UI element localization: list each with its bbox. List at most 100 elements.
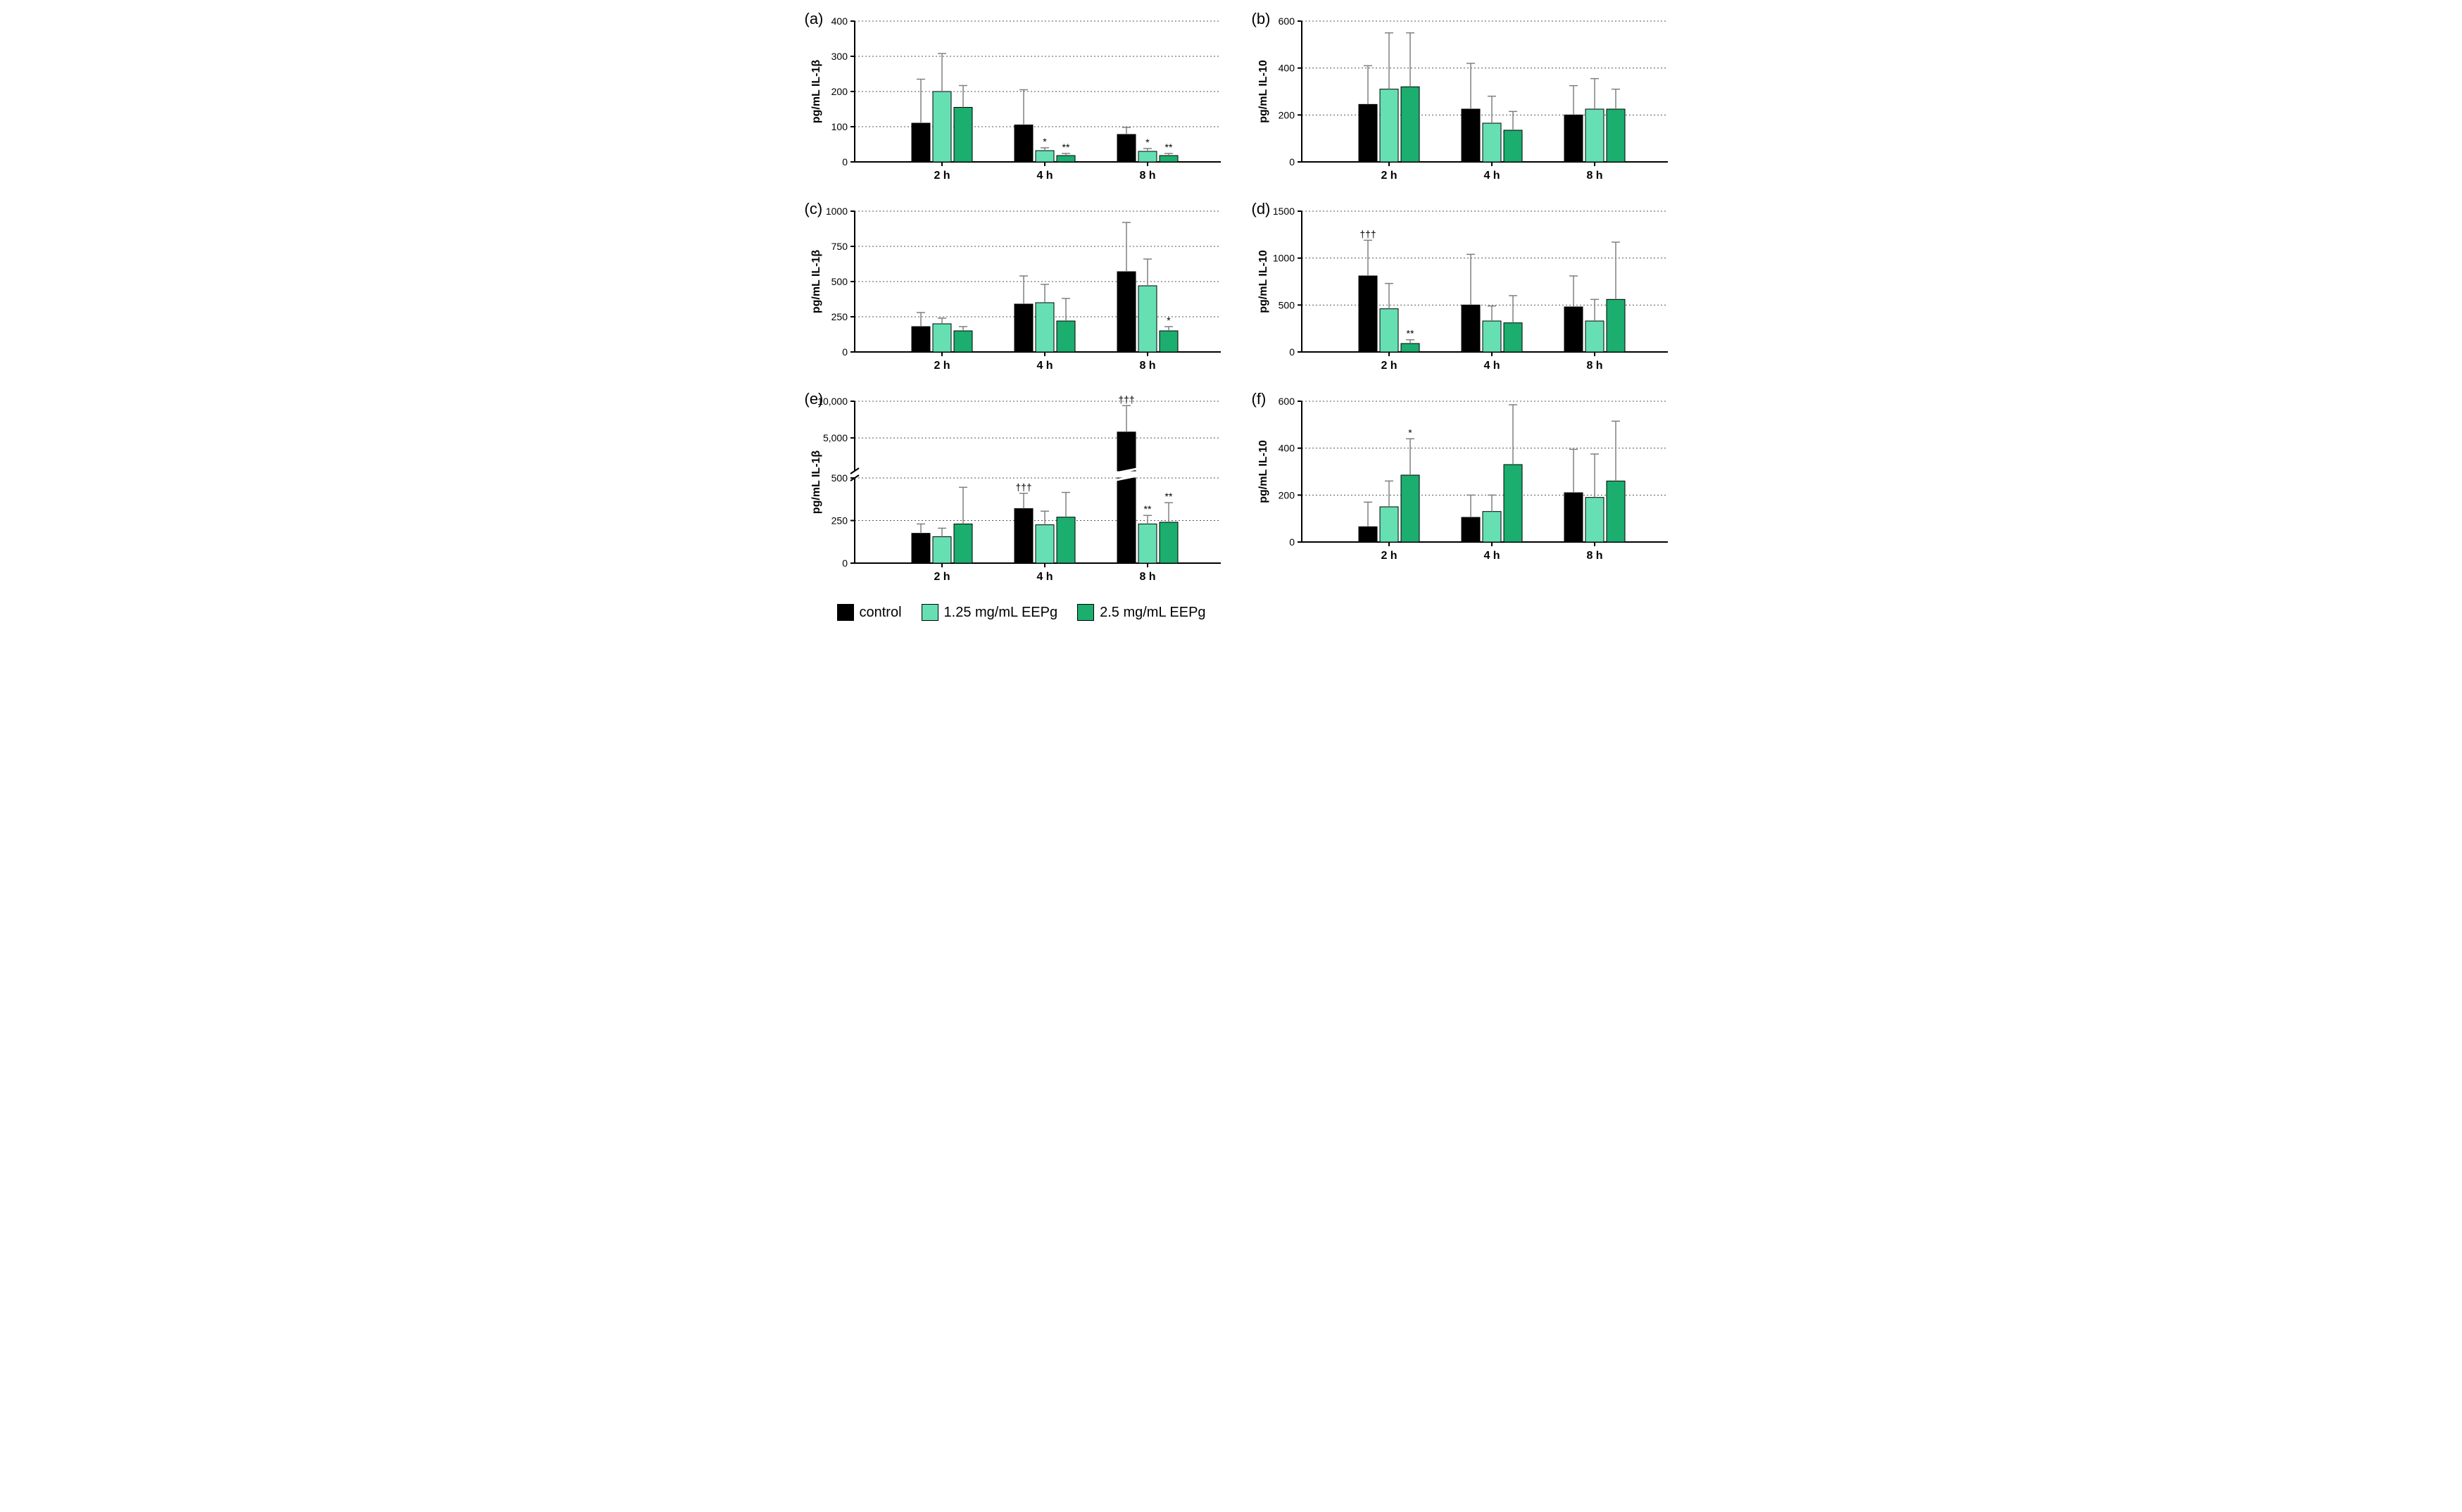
bar — [1015, 509, 1033, 563]
bar — [1117, 478, 1136, 563]
legend-item-dose1: 1.25 mg/mL EEPg — [922, 604, 1058, 621]
xtick-label: 2 h — [934, 571, 950, 583]
ytick-label: 0 — [1289, 536, 1295, 548]
xtick-label: 2 h — [1381, 360, 1397, 372]
panel-e: (e)02505005,00010,000pg/mL IL-1β2 h†††4 … — [809, 394, 1228, 591]
bar — [1462, 517, 1480, 542]
xtick-label: 8 h — [1139, 571, 1155, 583]
ytick-label: 600 — [1278, 396, 1295, 407]
ytick-label: 250 — [831, 311, 848, 322]
bar — [1504, 130, 1522, 162]
ytick-label: 600 — [1278, 15, 1295, 27]
ytick-label: 400 — [1278, 63, 1295, 74]
bar — [933, 92, 951, 162]
bar — [1585, 109, 1604, 162]
ytick-label: 0 — [842, 156, 848, 168]
xtick-label: 4 h — [1483, 550, 1500, 562]
ytick-label: 500 — [831, 472, 848, 484]
bar — [1564, 115, 1583, 162]
bar — [1117, 272, 1136, 352]
bar — [1607, 481, 1625, 542]
ytick-label: 200 — [831, 86, 848, 97]
bar — [1057, 156, 1075, 162]
significance-marker: ** — [1406, 328, 1414, 339]
xtick-label: 4 h — [1483, 360, 1500, 372]
bar — [1504, 465, 1522, 542]
ytick-label: 100 — [831, 121, 848, 132]
y-axis-label: pg/mL IL-1β — [810, 451, 822, 515]
chart-grid: (a)0100200300400pg/mL IL-1β2 h***4 h***8… — [809, 14, 1654, 591]
bar — [1117, 134, 1136, 162]
panel-label: (a) — [805, 10, 824, 28]
panel-label: (f) — [1252, 390, 1267, 408]
bar — [1380, 89, 1398, 162]
bar — [1138, 524, 1157, 563]
ytick-label: 750 — [831, 241, 848, 252]
bar — [1607, 299, 1625, 352]
ytick-label: 500 — [831, 276, 848, 287]
ytick-label: 200 — [1278, 489, 1295, 500]
bar — [954, 331, 972, 352]
bar — [912, 327, 930, 352]
bar — [1036, 525, 1054, 563]
bar — [1160, 522, 1178, 563]
significance-marker: * — [1145, 137, 1150, 148]
bar — [933, 536, 951, 563]
legend-label: control — [860, 605, 902, 621]
significance-marker: * — [1167, 315, 1171, 326]
ytick-label: 1000 — [825, 206, 847, 217]
bar — [1057, 321, 1075, 352]
bar — [933, 324, 951, 352]
bar — [1564, 307, 1583, 352]
xtick-label: 8 h — [1139, 170, 1155, 182]
significance-marker: ††† — [1118, 394, 1134, 405]
legend-swatch — [837, 604, 854, 621]
bar — [1380, 309, 1398, 352]
bar — [1036, 303, 1054, 352]
significance-marker: ** — [1062, 141, 1069, 153]
legend-swatch — [1077, 604, 1094, 621]
ytick-label: 0 — [842, 557, 848, 569]
panel-label: (e) — [805, 390, 824, 408]
bar — [1585, 498, 1604, 542]
ytick-label: 0 — [1289, 156, 1295, 168]
significance-marker: ††† — [1015, 481, 1031, 493]
bar — [1015, 125, 1033, 163]
significance-marker: ** — [1164, 491, 1172, 502]
xtick-label: 8 h — [1586, 550, 1602, 562]
xtick-label: 2 h — [1381, 170, 1397, 182]
bar — [912, 534, 930, 563]
bar — [1401, 344, 1419, 352]
bar — [1483, 321, 1501, 352]
xtick-label: 4 h — [1036, 170, 1053, 182]
panel-label: (b) — [1252, 10, 1271, 28]
significance-marker: ** — [1164, 141, 1172, 153]
bar — [1483, 512, 1501, 542]
ytick-label: 0 — [842, 346, 848, 358]
ytick-label: 400 — [831, 15, 848, 27]
significance-marker: ††† — [1359, 228, 1376, 239]
ytick-label: 5,000 — [822, 432, 847, 443]
panel-a: (a)0100200300400pg/mL IL-1β2 h***4 h***8… — [809, 14, 1228, 190]
bar — [1160, 156, 1178, 162]
legend-swatch — [922, 604, 938, 621]
ytick-label: 200 — [1278, 109, 1295, 120]
significance-marker: * — [1043, 136, 1047, 147]
xtick-label: 4 h — [1036, 571, 1053, 583]
panel-d: (d)050010001500pg/mL IL-10†††**2 h4 h8 h — [1256, 204, 1675, 380]
bar — [912, 123, 930, 162]
bar — [1504, 323, 1522, 352]
legend: control1.25 mg/mL EEPg2.5 mg/mL EEPg — [837, 604, 1654, 621]
significance-marker: ** — [1143, 503, 1151, 515]
y-axis-label: pg/mL IL-10 — [1257, 60, 1269, 123]
legend-item-control: control — [837, 604, 902, 621]
xtick-label: 4 h — [1036, 360, 1053, 372]
bar — [1607, 109, 1625, 162]
bar — [1401, 87, 1419, 162]
bar — [1117, 432, 1136, 471]
xtick-label: 8 h — [1586, 170, 1602, 182]
bar — [1359, 276, 1377, 352]
bar — [1138, 286, 1157, 352]
bar — [1462, 109, 1480, 162]
bar — [1160, 331, 1178, 352]
